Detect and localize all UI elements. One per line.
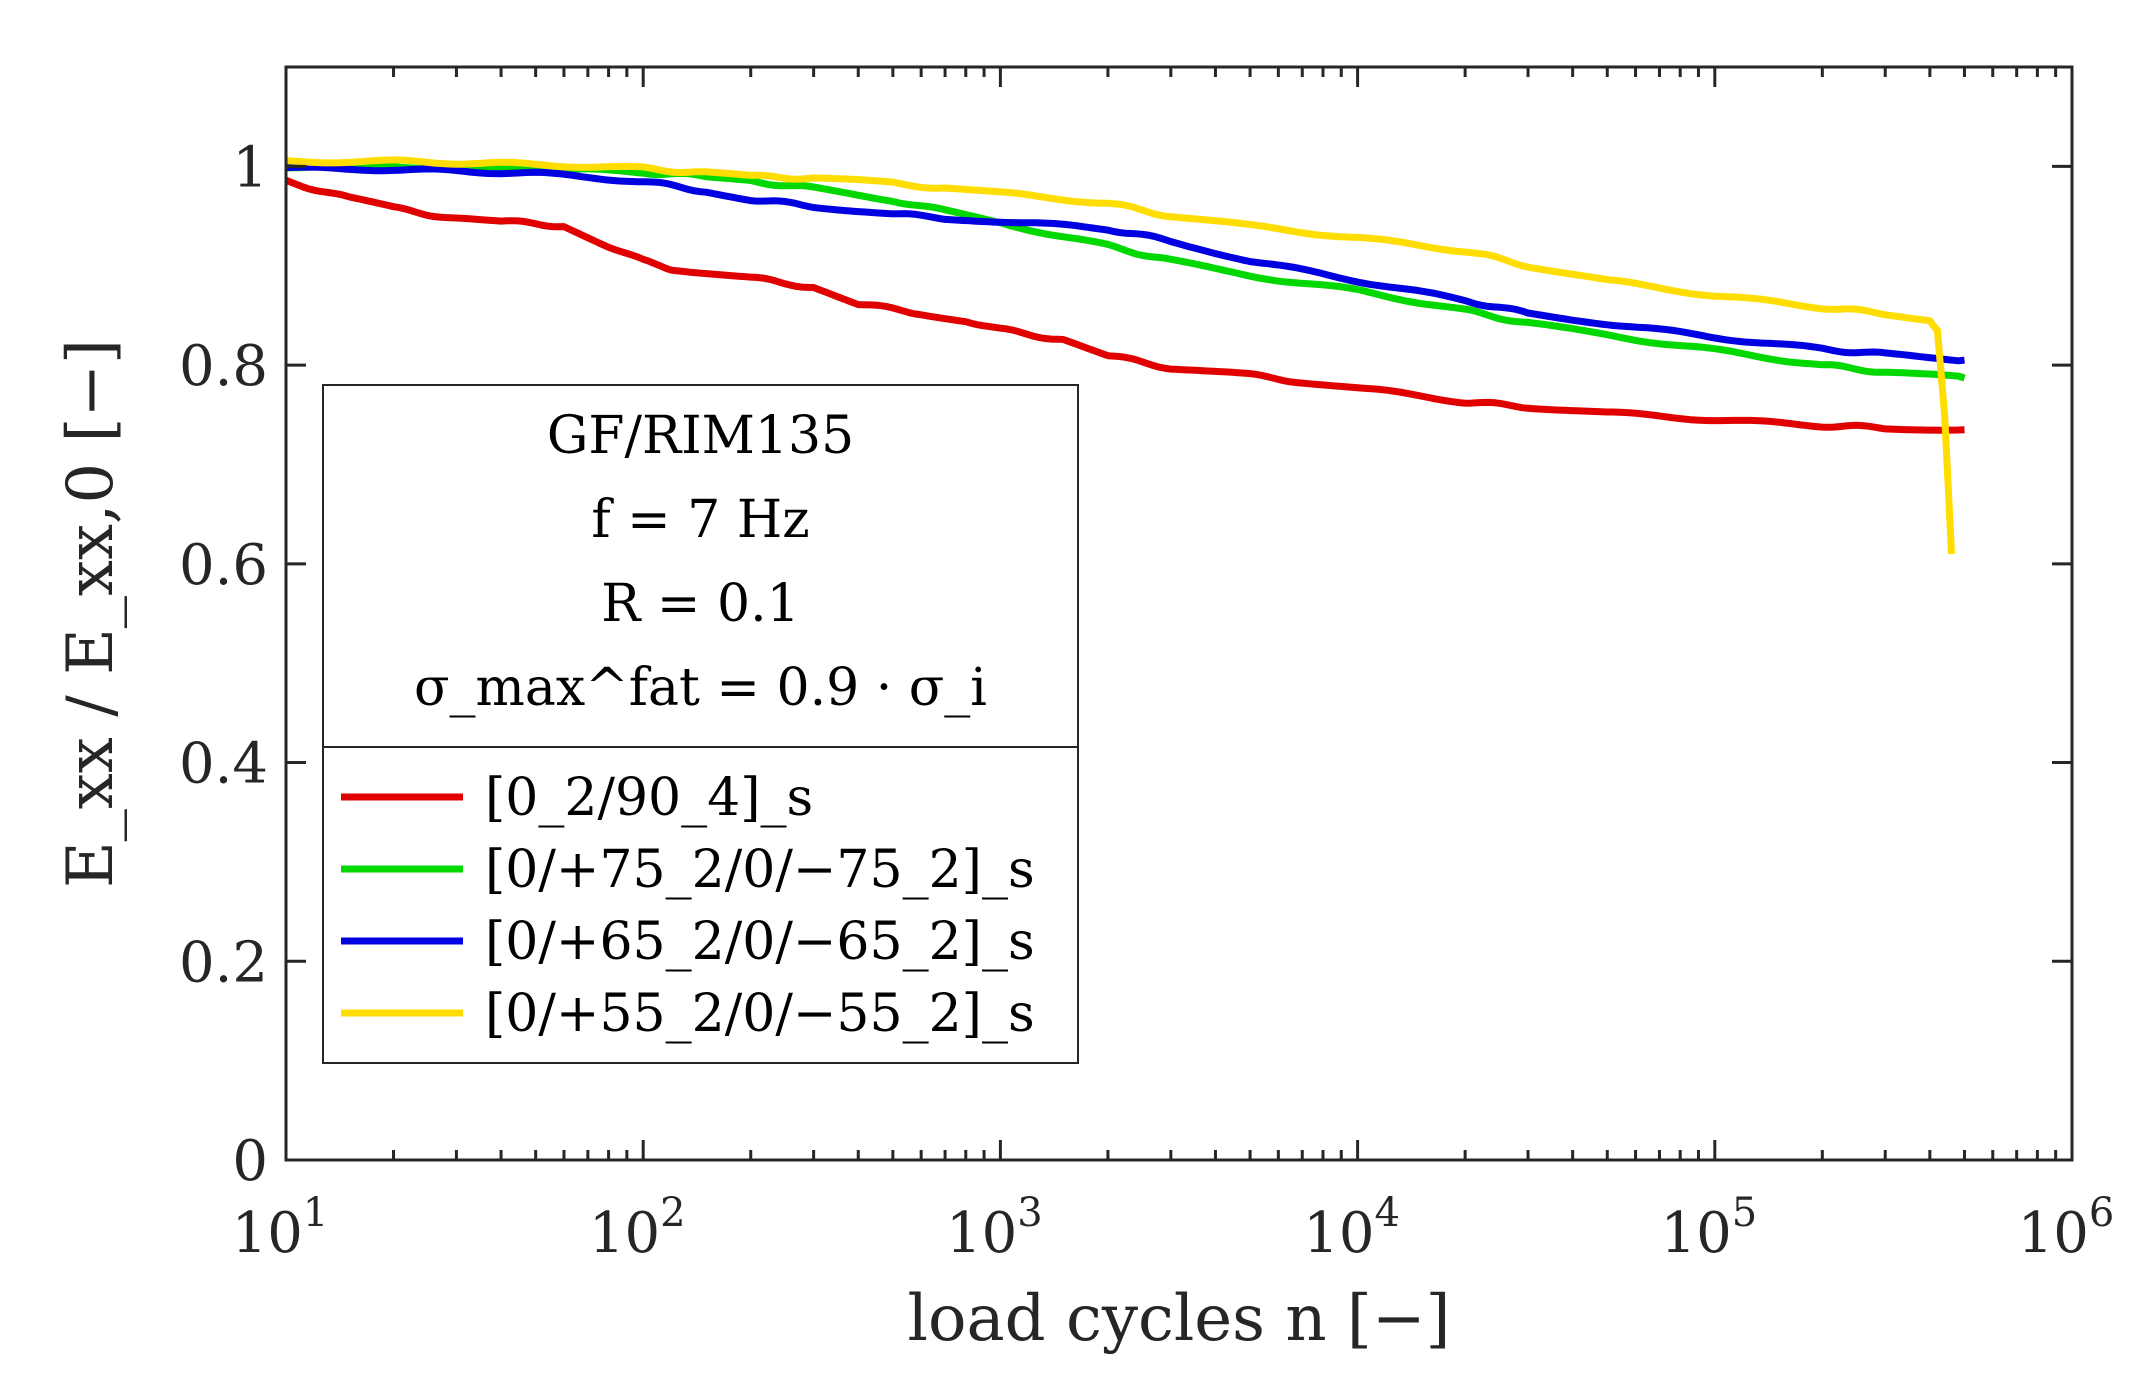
- x-tick-label: 101: [232, 1190, 329, 1266]
- y-tick-label: 0.4: [179, 732, 268, 797]
- x-tick-label: 103: [946, 1190, 1043, 1266]
- y-tick-label: 0: [232, 1129, 268, 1194]
- x-tick-label: 105: [1660, 1190, 1757, 1266]
- x-tick-label: 102: [589, 1190, 686, 1266]
- series-line-1: [284, 176, 1965, 434]
- x-axis-label: load cycles n [−]: [908, 1282, 1451, 1356]
- y-tick-label: 1: [232, 135, 268, 200]
- series-layer: [284, 156, 1966, 555]
- y-tick-label: 0.6: [179, 533, 268, 598]
- legend-entry: [0/+55_2/0/−55_2]_s: [485, 984, 1035, 1044]
- series-line-4: [285, 156, 1955, 555]
- series-line-3: [285, 163, 1965, 365]
- y-tick-label: 0.2: [179, 930, 268, 995]
- legend-box: [322, 384, 1079, 1064]
- legend-entry: [0/+75_2/0/−75_2]_s: [485, 840, 1035, 900]
- legend-title-line: GF/RIM135: [547, 406, 854, 466]
- legend-title-line: R = 0.1: [601, 574, 799, 634]
- x-tick-label: 106: [2018, 1190, 2115, 1266]
- y-axis-label: E_xx / E_xx,0 [−]: [54, 339, 128, 888]
- tick-labels: 101 102 103 104 105 106 0 0.2 0.4 0.6 0.8 1: [179, 135, 2114, 1266]
- legend-entry: [0_2/90_4]_s: [485, 768, 813, 828]
- ticks-layer: [284, 67, 2074, 1162]
- y-tick-label: 0.8: [179, 334, 268, 399]
- x-tick-label: 104: [1303, 1190, 1400, 1266]
- legend-title-line: σ_max^fat = 0.9 · σ_i: [414, 658, 987, 718]
- plot-frame: [284, 65, 2074, 1162]
- legend-title-line: f = 7 Hz: [591, 490, 809, 550]
- legend: GF/RIM135 f = 7 Hz R = 0.1 σ_max^fat = 0.9 …: [322, 384, 1079, 1064]
- legend-entry: [0/+65_2/0/−65_2]_s: [485, 912, 1035, 972]
